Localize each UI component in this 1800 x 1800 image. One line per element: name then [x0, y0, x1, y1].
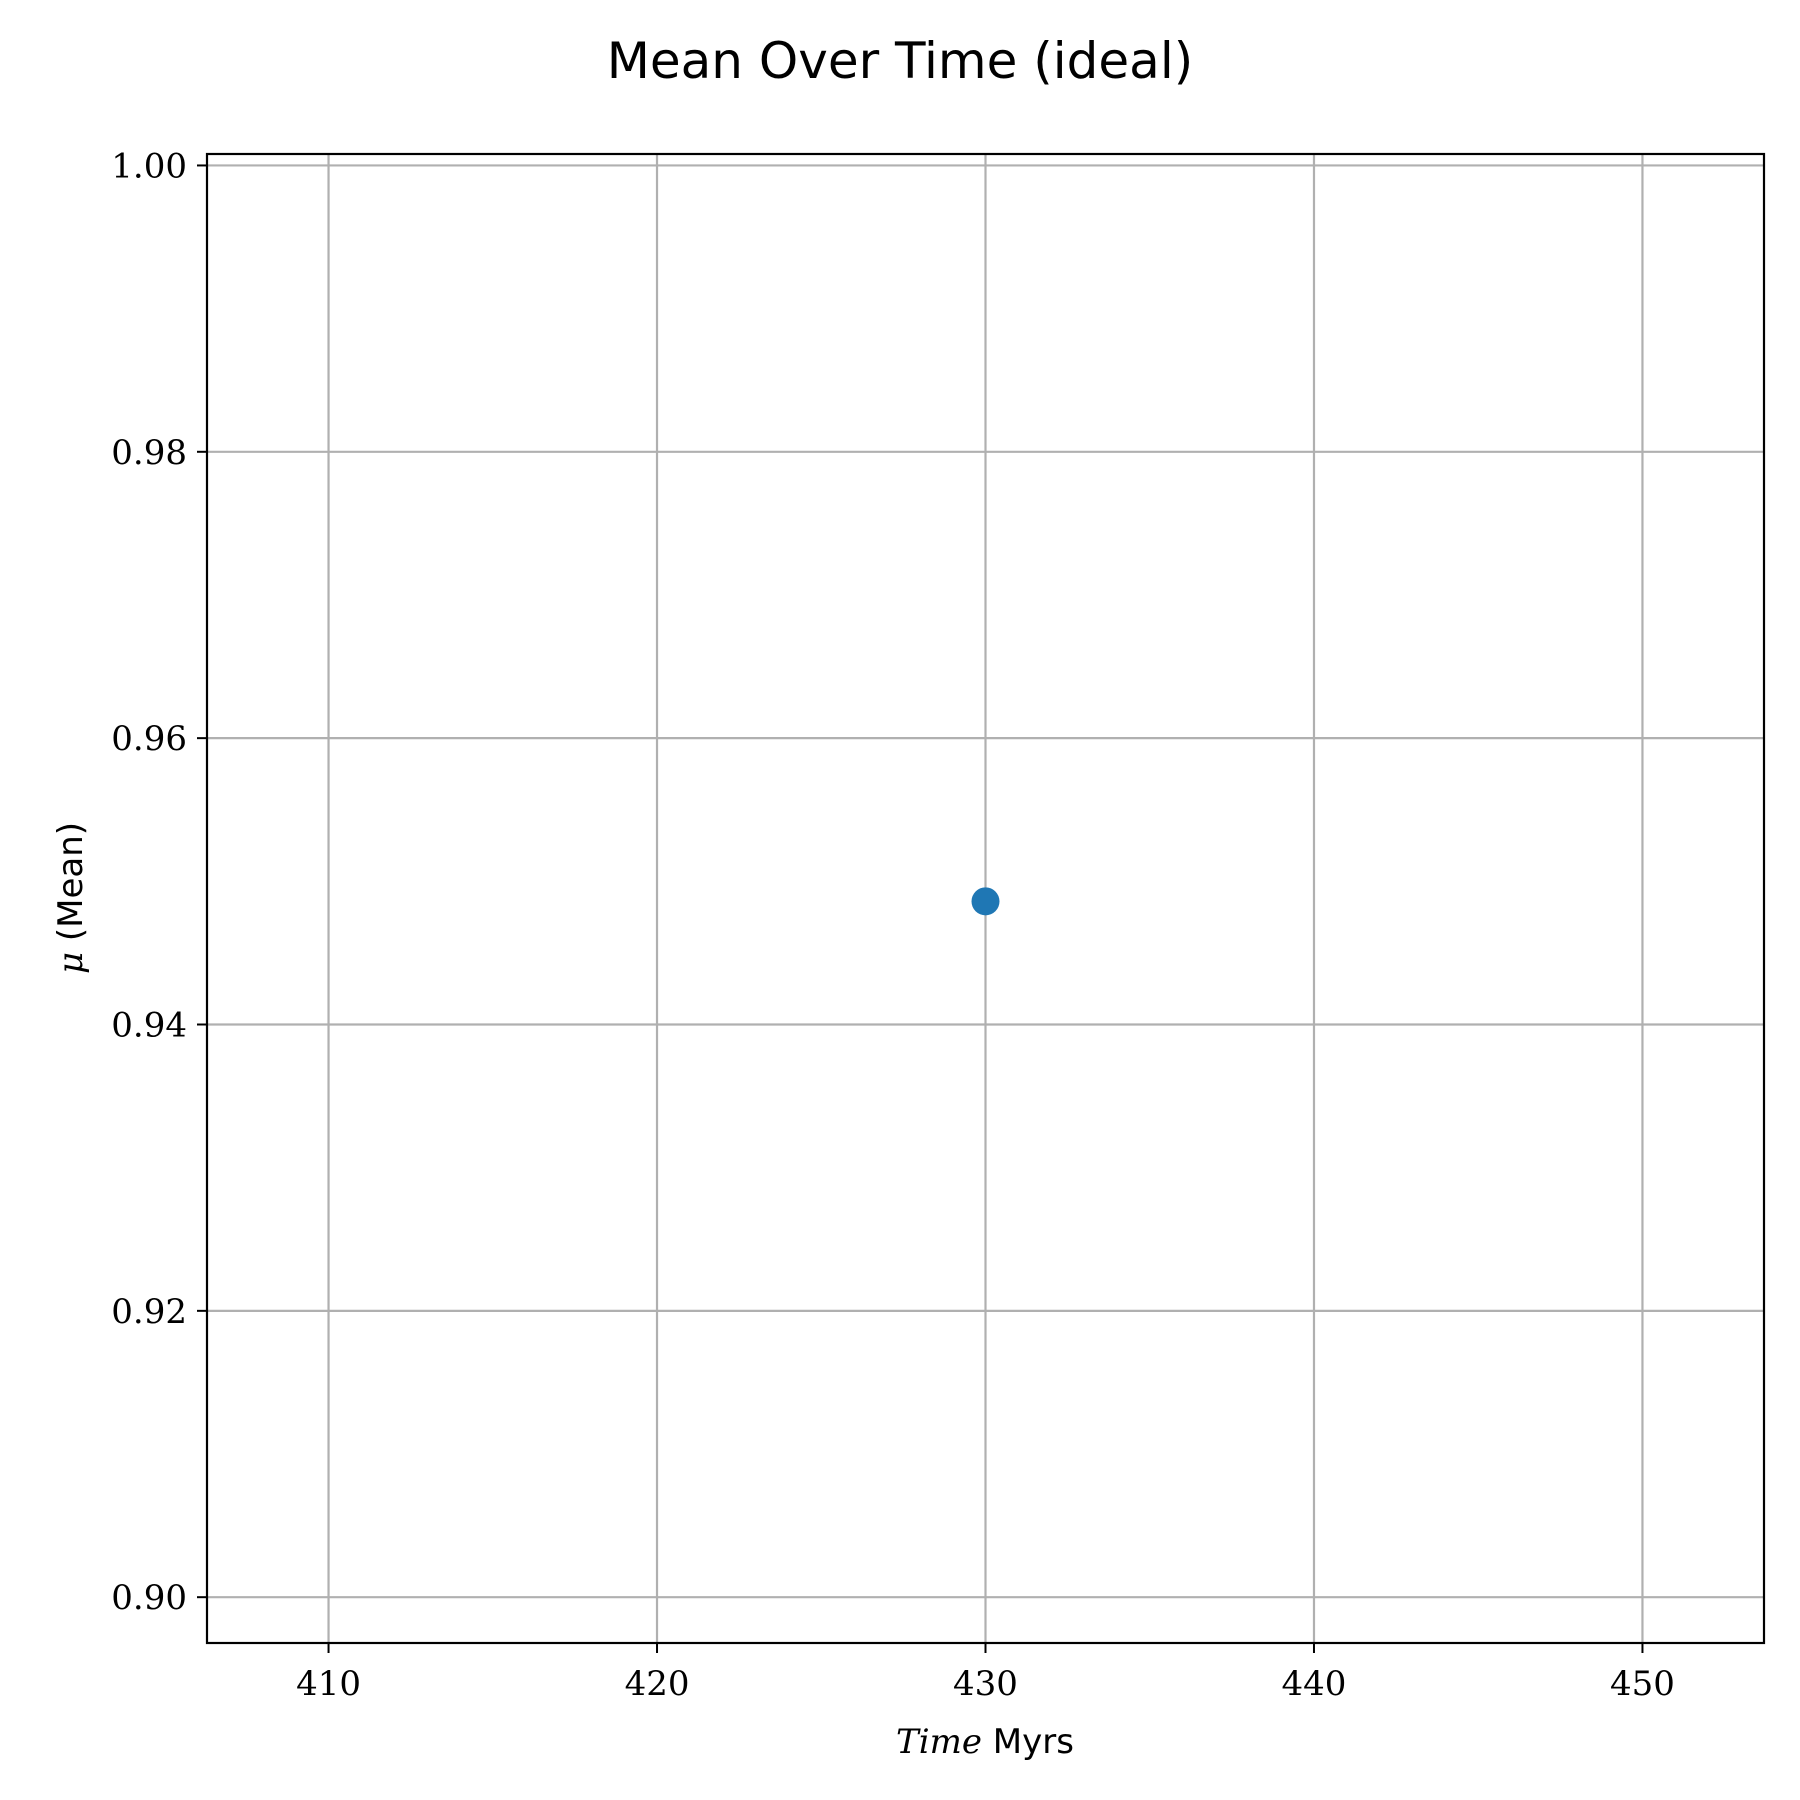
y-tick-label: 1.00	[111, 146, 187, 186]
x-tick-label: 410	[296, 1664, 361, 1704]
y-tick-label: 0.96	[111, 719, 187, 759]
chart-title: Mean Over Time (ideal)	[607, 32, 1193, 90]
grid	[207, 154, 1764, 1643]
x-tick-label: 430	[953, 1664, 1018, 1704]
y-tick-label: 0.90	[111, 1578, 187, 1618]
x-tick-label: 450	[1610, 1664, 1675, 1704]
y-tick-label: 0.98	[111, 433, 187, 473]
data-point	[971, 887, 1000, 916]
y-axis-label: μ (Mean)	[51, 822, 91, 974]
y-tick-label: 0.92	[111, 1292, 187, 1332]
x-axis: 410 420 430 440 450	[296, 1643, 1675, 1704]
plot-points	[971, 887, 1000, 916]
y-tick-label: 0.94	[111, 1005, 187, 1045]
y-axis: 0.90 0.92 0.94 0.96 0.98 1.00	[111, 146, 207, 1618]
x-tick-label: 440	[1282, 1664, 1347, 1704]
x-tick-label: 420	[625, 1664, 690, 1704]
x-axis-label: Time Myrs	[896, 1722, 1074, 1762]
